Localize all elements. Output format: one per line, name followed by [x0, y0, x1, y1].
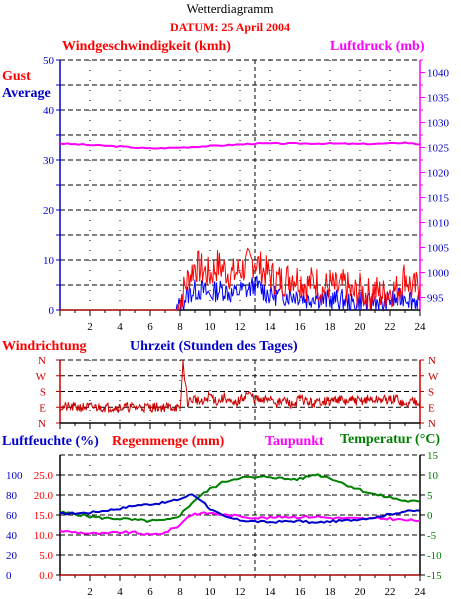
- climate-panel-x-tick-label: 24: [415, 586, 427, 598]
- wind-panel-x-tick-label: 10: [205, 321, 217, 333]
- climate-panel-x-tick-label: 14: [265, 586, 277, 598]
- humidity-tick-label: 60: [6, 510, 18, 522]
- temperature-axis-label: Temperatur (°C): [340, 432, 440, 447]
- rain-tick-label: 0.0: [39, 570, 53, 582]
- humidity-tick-label: 20: [6, 550, 18, 562]
- pressure-tick-label: 1015: [427, 193, 450, 205]
- humidity-tick-label: 0: [6, 570, 12, 582]
- rain-tick-label: 15.0: [34, 510, 54, 522]
- temperature-tick-label: 10: [427, 470, 439, 482]
- direction-tick-label-left: S: [40, 387, 46, 399]
- climate-panel-x-tick-label: 20: [355, 586, 367, 598]
- wind-speed-tick-label: 50: [43, 55, 55, 67]
- pressure-tick-label: 1005: [427, 243, 450, 255]
- wind-panel-x-tick-label: 20: [355, 321, 367, 333]
- legend-average: Average: [2, 86, 51, 101]
- climate-panel-x-tick-label: 4: [117, 586, 123, 598]
- time-axis-label: Uhrzeit (Stunden des Tages): [130, 339, 298, 354]
- wind-panel-x-tick-label: 6: [147, 321, 153, 333]
- direction-tick-label-right: E: [428, 402, 435, 414]
- humidity-tick-label: 80: [6, 490, 18, 502]
- temperature-tick-label: 15: [427, 450, 439, 462]
- pressure-tick-label: 995: [427, 293, 444, 305]
- wind-speed-axis-label: Windgeschwindigkeit (kmh): [62, 39, 231, 54]
- climate-panel-x-tick-label: 16: [295, 586, 307, 598]
- dewpoint-line: [59, 511, 421, 537]
- gust-wind-line: [60, 247, 421, 312]
- climate-panel-x-tick-label: 22: [385, 586, 396, 598]
- temperature-tick-label: -15: [427, 570, 442, 582]
- direction-tick-label-left: N: [38, 418, 46, 430]
- rain-tick-label: 10.0: [34, 530, 54, 542]
- wind-direction-line: [59, 360, 421, 414]
- pressure-tick-label: 1035: [427, 93, 450, 105]
- pressure-tick-label: 1010: [427, 218, 450, 230]
- direction-tick-label-left: W: [36, 371, 47, 383]
- pressure-tick-label: 1030: [427, 118, 450, 130]
- climate-panel-x-tick-label: 12: [235, 586, 246, 598]
- direction-tick-label-right: S: [428, 387, 434, 399]
- temperature-line: [59, 473, 421, 523]
- date-label: DATUM: 25 April 2004: [170, 20, 290, 34]
- rain-tick-label: 20.0: [34, 490, 54, 502]
- wind-panel-x-tick-label: 22: [385, 321, 396, 333]
- pressure-tick-label: 1025: [427, 143, 450, 155]
- climate-panel-x-tick-label: 18: [325, 586, 337, 598]
- rain-tick-label: 25.0: [34, 470, 54, 482]
- direction-tick-label-left: E: [39, 402, 46, 414]
- wind-panel-x-tick-label: 12: [235, 321, 246, 333]
- humidity-tick-label: 100: [6, 470, 23, 482]
- rain-tick-label: 5.0: [39, 550, 53, 562]
- climate-panel-x-tick-label: 6: [147, 586, 153, 598]
- climate-panel-x-tick-label: 10: [205, 586, 217, 598]
- humidity-axis-label: Luftfeuchte (%): [2, 434, 99, 449]
- climate-panel-x-tick-label: 8: [177, 586, 183, 598]
- pressure-axis-label: Luftdruck (mb): [330, 39, 425, 54]
- temperature-tick-label: 0: [427, 510, 433, 522]
- direction-tick-label-left: N: [38, 355, 46, 367]
- wind-speed-tick-label: 10: [43, 255, 55, 267]
- wind-speed-tick-label: 20: [43, 205, 55, 217]
- wind-panel-x-tick-label: 8: [177, 321, 183, 333]
- humidity-tick-label: 40: [6, 530, 18, 542]
- wind-panel-x-tick-label: 18: [325, 321, 337, 333]
- pressure-tick-label: 1000: [427, 268, 450, 280]
- wind-panel-x-tick-label: 24: [415, 321, 427, 333]
- chart-title: Wetterdiagramm: [186, 1, 273, 16]
- wind-speed-tick-label: 0: [49, 305, 55, 317]
- temperature-tick-label: -5: [427, 530, 437, 542]
- wind-speed-tick-label: 40: [43, 105, 55, 117]
- rain-axis-label: Regenmenge (mm): [112, 434, 225, 449]
- legend-gust: Gust: [2, 69, 31, 84]
- wind-panel-x-tick-label: 14: [265, 321, 277, 333]
- temperature-tick-label: 5: [427, 490, 433, 502]
- direction-tick-label-right: N: [428, 355, 436, 367]
- direction-tick-label-right: N: [428, 418, 436, 430]
- direction-tick-label-right: W: [428, 371, 439, 383]
- pressure-tick-label: 1020: [427, 168, 450, 180]
- dewpoint-axis-label: Taupunkt: [265, 434, 324, 449]
- wind-speed-tick-label: 30: [43, 155, 55, 167]
- wind-panel-x-tick-label: 16: [295, 321, 307, 333]
- climate-panel-x-tick-label: 2: [87, 586, 93, 598]
- wind-panel-x-tick-label: 4: [117, 321, 123, 333]
- pressure-tick-label: 1040: [427, 68, 450, 80]
- wind-direction-axis-label: Windrichtung: [2, 339, 87, 354]
- humidity-line: [59, 493, 421, 525]
- wind-panel-x-tick-label: 2: [87, 321, 93, 333]
- temperature-tick-label: -10: [427, 550, 442, 562]
- pressure-line: [59, 141, 421, 150]
